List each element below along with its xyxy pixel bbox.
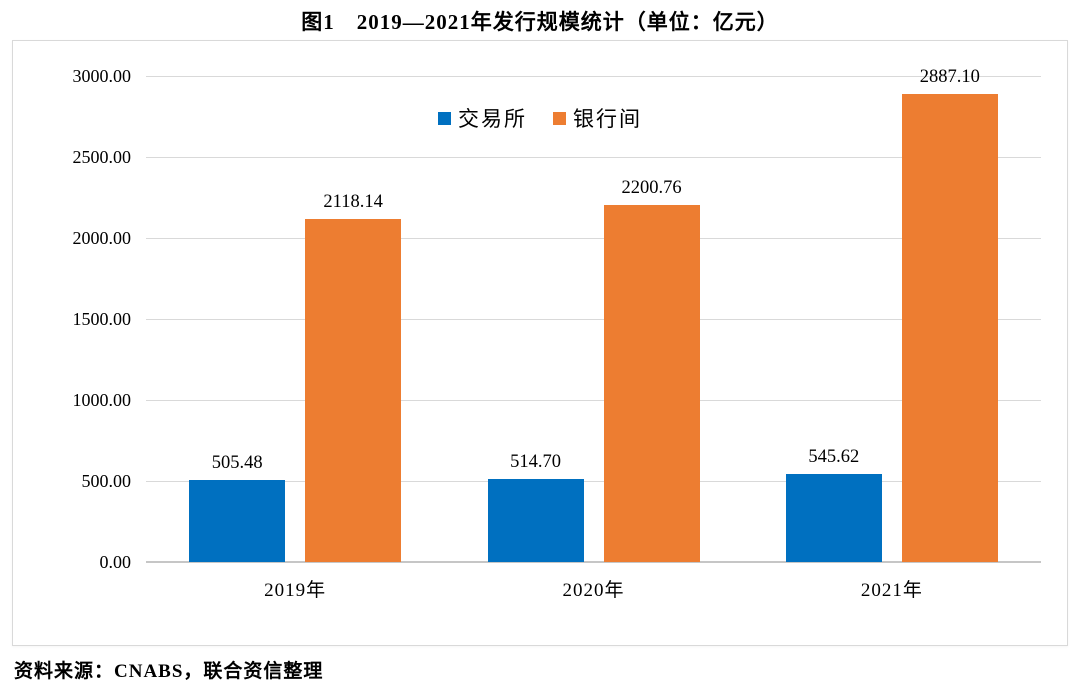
legend-swatch-icon (438, 111, 451, 125)
x-tick-label: 2020年 (562, 580, 625, 601)
x-axis-line (146, 561, 1041, 563)
legend-item-exchange: 交易所 (438, 103, 527, 133)
legend-item-interbank: 银行间 (553, 103, 642, 133)
bar-2020年-交易所 (487, 478, 584, 562)
chart-title: 图1 2019—2021年发行规模统计（单位：亿元） (301, 10, 779, 34)
legend-label: 交易所 (458, 107, 527, 131)
source-note: 资料来源：CNABS，联合资信整理 (14, 661, 324, 682)
y-tick-label: 1500.00 (72, 309, 132, 329)
bar-2021年-银行间 (901, 94, 998, 562)
bar-2019年-银行间 (305, 218, 402, 562)
bar-2020年-银行间 (603, 205, 700, 562)
gridline (146, 400, 1041, 401)
bar-2021年-交易所 (785, 473, 882, 562)
bar-value-label: 514.70 (510, 451, 561, 472)
bar-value-label: 2118.14 (323, 191, 383, 212)
legend-label: 银行间 (573, 107, 642, 131)
bar-value-label: 2887.10 (919, 67, 980, 88)
bar-value-label: 505.48 (211, 453, 263, 474)
gridline (146, 238, 1041, 239)
y-tick-label: 1000.00 (72, 390, 132, 410)
gridline (146, 319, 1041, 320)
gridline (146, 76, 1041, 77)
legend-swatch-icon (553, 111, 566, 125)
x-tick-label: 2021年 (860, 580, 923, 601)
y-tick-label: 2000.00 (72, 228, 132, 248)
bar-value-label: 2200.76 (621, 178, 682, 199)
x-tick-label: 2019年 (264, 580, 327, 601)
chart-panel: 交易所 银行间 0.00 500.00 1000.00 1500.00 2000.00 25… (12, 40, 1068, 646)
y-tick-label: 0.00 (99, 552, 132, 572)
gridline (146, 157, 1041, 158)
y-tick-label: 500.00 (81, 471, 132, 491)
bar-2019年-交易所 (189, 480, 286, 562)
gridline (146, 481, 1041, 482)
y-tick-label: 2500.00 (72, 147, 132, 167)
legend: 交易所 银行间 (438, 103, 642, 133)
bar-value-label: 545.62 (808, 446, 860, 467)
y-tick-label: 3000.00 (72, 66, 132, 86)
